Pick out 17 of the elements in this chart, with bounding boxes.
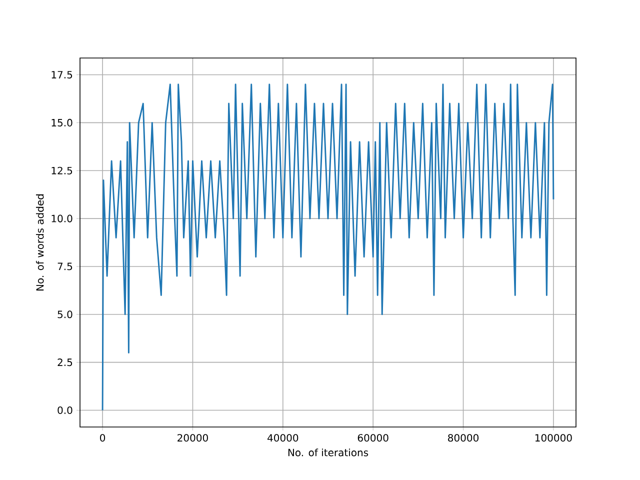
y-tick-label: 15.0 [52,118,72,126]
line-series [102,84,554,411]
y-tick-label: 2.5 [58,358,72,366]
x-axis-title: No. of iterations [288,448,368,456]
x-tick-label: 60000 [358,434,388,442]
y-axis-title: No. of words added [36,194,44,290]
y-tick-label: 10.0 [52,214,72,222]
y-tick-label: 17.5 [52,71,72,78]
x-tick-label: 20000 [178,434,208,442]
x-tick-label: 100000 [535,434,572,442]
y-tick-label: 12.5 [52,166,72,174]
x-tick-label: 80000 [448,434,478,442]
y-tick-label: 5.0 [58,310,72,318]
x-tick-label: 0 [100,434,106,442]
y-tick-label: 0.0 [58,406,72,414]
y-tick-label: 7.5 [58,262,72,270]
x-tick-label: 40000 [267,434,298,442]
